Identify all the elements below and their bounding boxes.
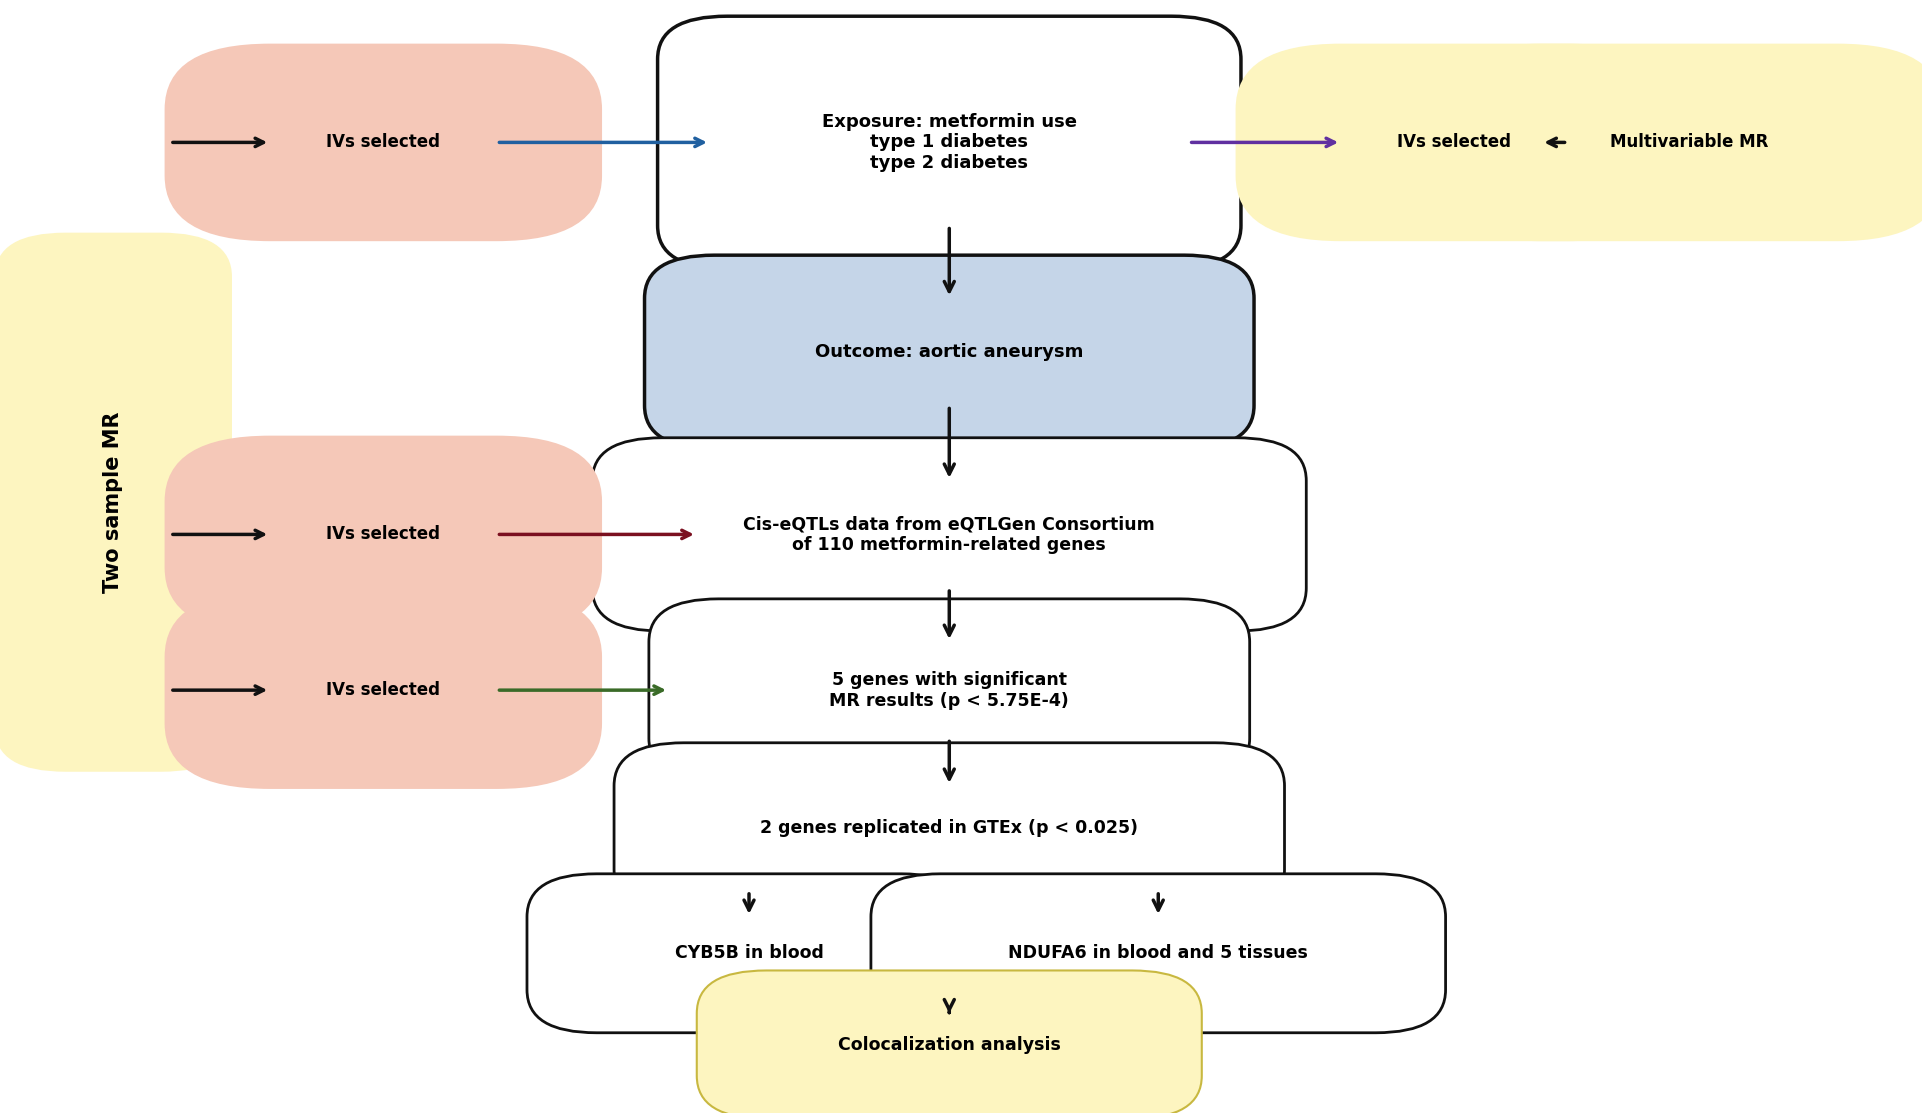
Text: IVs selected: IVs selected (1397, 134, 1511, 151)
FancyBboxPatch shape (592, 437, 1307, 631)
FancyBboxPatch shape (650, 599, 1249, 781)
Text: IVs selected: IVs selected (327, 525, 440, 543)
FancyBboxPatch shape (1236, 45, 1672, 240)
Text: Colocalization analysis: Colocalization analysis (838, 1035, 1061, 1054)
Text: 2 genes replicated in GTEx (p < 0.025): 2 genes replicated in GTEx (p < 0.025) (761, 819, 1138, 837)
FancyBboxPatch shape (165, 592, 602, 788)
FancyBboxPatch shape (527, 874, 971, 1033)
FancyBboxPatch shape (165, 45, 602, 240)
Text: CYB5B in blood: CYB5B in blood (675, 944, 823, 963)
Text: Exposure: metformin use
type 1 diabetes
type 2 diabetes: Exposure: metformin use type 1 diabetes … (823, 112, 1076, 173)
Text: NDUFA6 in blood and 5 tissues: NDUFA6 in blood and 5 tissues (1009, 944, 1309, 963)
Text: IVs selected: IVs selected (327, 681, 440, 699)
Text: Outcome: aortic aneurysm: Outcome: aortic aneurysm (815, 343, 1084, 361)
Text: Two sample MR: Two sample MR (104, 412, 123, 593)
Text: Multivariable MR: Multivariable MR (1611, 134, 1768, 151)
Text: IVs selected: IVs selected (327, 134, 440, 151)
FancyBboxPatch shape (613, 742, 1284, 913)
FancyBboxPatch shape (165, 436, 602, 632)
FancyBboxPatch shape (698, 971, 1201, 1113)
FancyBboxPatch shape (1438, 45, 1922, 240)
FancyBboxPatch shape (644, 255, 1253, 449)
Text: 5 genes with significant
MR results (p < 5.75E-4): 5 genes with significant MR results (p <… (830, 671, 1069, 710)
FancyBboxPatch shape (657, 17, 1242, 268)
FancyBboxPatch shape (871, 874, 1445, 1033)
Text: Cis-eQTLs data from eQTLGen Consortium
of 110 metformin-related genes: Cis-eQTLs data from eQTLGen Consortium o… (744, 515, 1155, 554)
FancyBboxPatch shape (0, 234, 231, 770)
